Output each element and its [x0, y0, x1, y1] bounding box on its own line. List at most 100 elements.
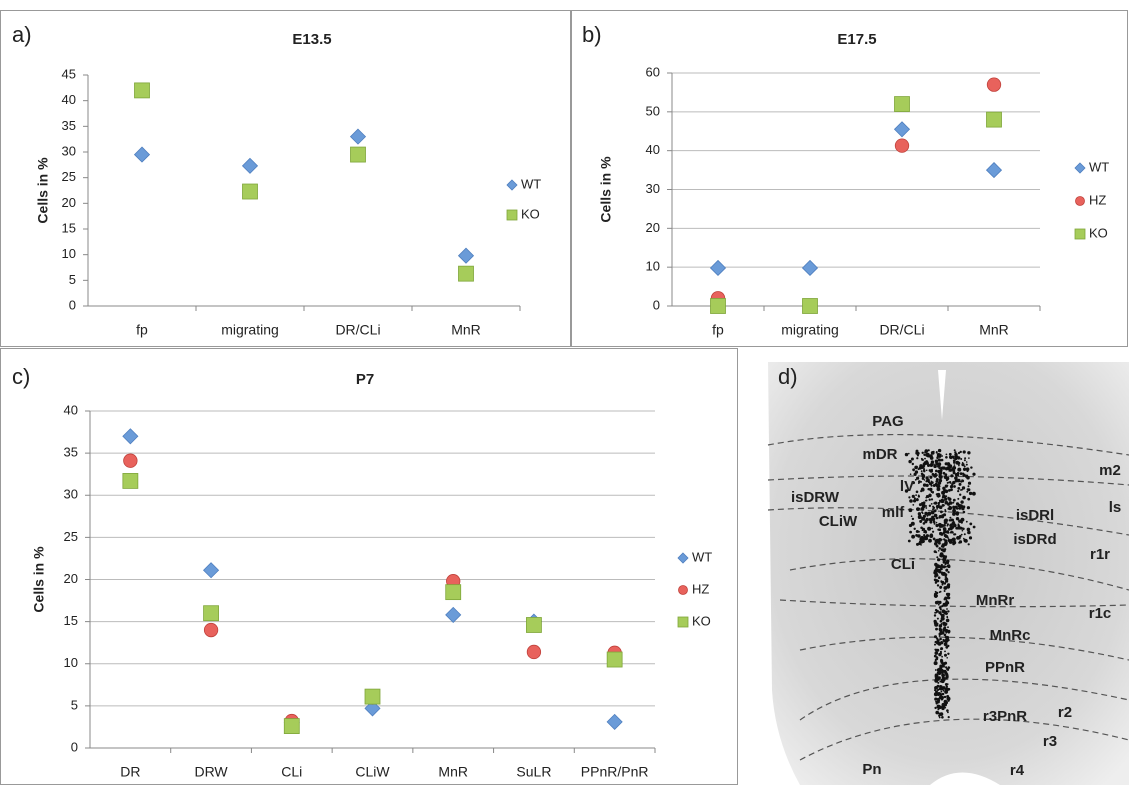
marker [607, 714, 622, 729]
x-tick-label: DR [120, 764, 140, 780]
cell [925, 460, 928, 463]
figure: a)E13.5Cells in %051015202530354045fpmig… [0, 0, 1129, 785]
cell [935, 480, 938, 483]
cell [929, 499, 931, 501]
cell [914, 528, 916, 530]
cell [957, 490, 959, 492]
cell [938, 550, 940, 552]
cell [919, 538, 921, 540]
cell [935, 641, 937, 643]
cell [911, 458, 914, 461]
cell [944, 519, 948, 523]
cell [962, 496, 966, 500]
cell [947, 645, 949, 647]
cell [944, 510, 946, 512]
y-tick-label: 5 [69, 272, 76, 287]
cell [949, 501, 953, 505]
cell [941, 499, 943, 501]
panel-label: c) [12, 364, 30, 389]
cell [942, 532, 945, 535]
cell [934, 644, 936, 646]
legend-label: WT [692, 549, 712, 564]
cell [944, 634, 947, 637]
legend-label: KO [1089, 225, 1108, 240]
cell [925, 519, 927, 521]
cell [938, 502, 940, 504]
cell [956, 517, 959, 520]
cell [937, 558, 940, 561]
marker [135, 147, 150, 162]
cell [963, 468, 966, 471]
cell [938, 705, 942, 709]
cell [939, 628, 942, 631]
region-label: r4 [1010, 762, 1025, 779]
cell [948, 632, 950, 634]
cell [968, 457, 970, 459]
marker [895, 139, 909, 153]
cell [934, 523, 936, 525]
cell [946, 535, 949, 538]
cell [953, 462, 955, 464]
cell [952, 538, 956, 542]
cell [930, 463, 933, 466]
cell [925, 507, 927, 509]
cell [944, 696, 946, 698]
cell [950, 488, 953, 491]
region-label: CLiW [819, 513, 858, 530]
cell [933, 474, 936, 477]
cell [963, 538, 965, 540]
cell [972, 492, 976, 496]
cell [936, 602, 939, 605]
cell [970, 466, 972, 468]
cell [922, 513, 924, 515]
cell [933, 507, 935, 509]
cell [926, 535, 928, 537]
marker [459, 248, 474, 263]
cell [944, 690, 948, 694]
cell [939, 693, 942, 696]
cell [964, 459, 966, 461]
cell [911, 535, 915, 539]
cell [923, 454, 925, 456]
cell [963, 450, 966, 453]
cell [959, 483, 962, 486]
cell [961, 518, 965, 522]
cell [936, 505, 939, 508]
cell [951, 483, 953, 485]
x-tick-label: MnR [451, 322, 481, 338]
cell [955, 461, 959, 465]
x-tick-label: PPnR/PnR [581, 764, 649, 780]
cell [933, 463, 935, 465]
cell [935, 470, 938, 473]
cell [947, 466, 951, 470]
cell [911, 515, 913, 517]
cell [940, 459, 942, 461]
cell [945, 569, 948, 572]
x-tick-label: MnR [438, 764, 468, 780]
cell [939, 638, 942, 641]
cell [931, 469, 933, 471]
cell [935, 524, 938, 527]
y-tick-label: 50 [646, 103, 660, 118]
cell [937, 462, 941, 466]
marker [1076, 197, 1085, 206]
y-tick-label: 0 [71, 739, 78, 754]
cell [934, 620, 937, 623]
cell [940, 568, 943, 571]
y-tick-label: 40 [62, 92, 76, 107]
cell [937, 584, 939, 586]
cell [946, 608, 948, 610]
cell [935, 628, 938, 631]
cell [940, 653, 942, 655]
marker [1075, 163, 1085, 173]
cell [936, 545, 939, 548]
cell [949, 453, 952, 456]
region-label: m2 [1099, 462, 1121, 479]
cell [945, 456, 948, 459]
cell [946, 485, 948, 487]
cell [929, 505, 931, 507]
cell [938, 538, 942, 542]
cell [937, 685, 940, 688]
cell [909, 524, 912, 527]
legend-label: KO [521, 206, 540, 221]
